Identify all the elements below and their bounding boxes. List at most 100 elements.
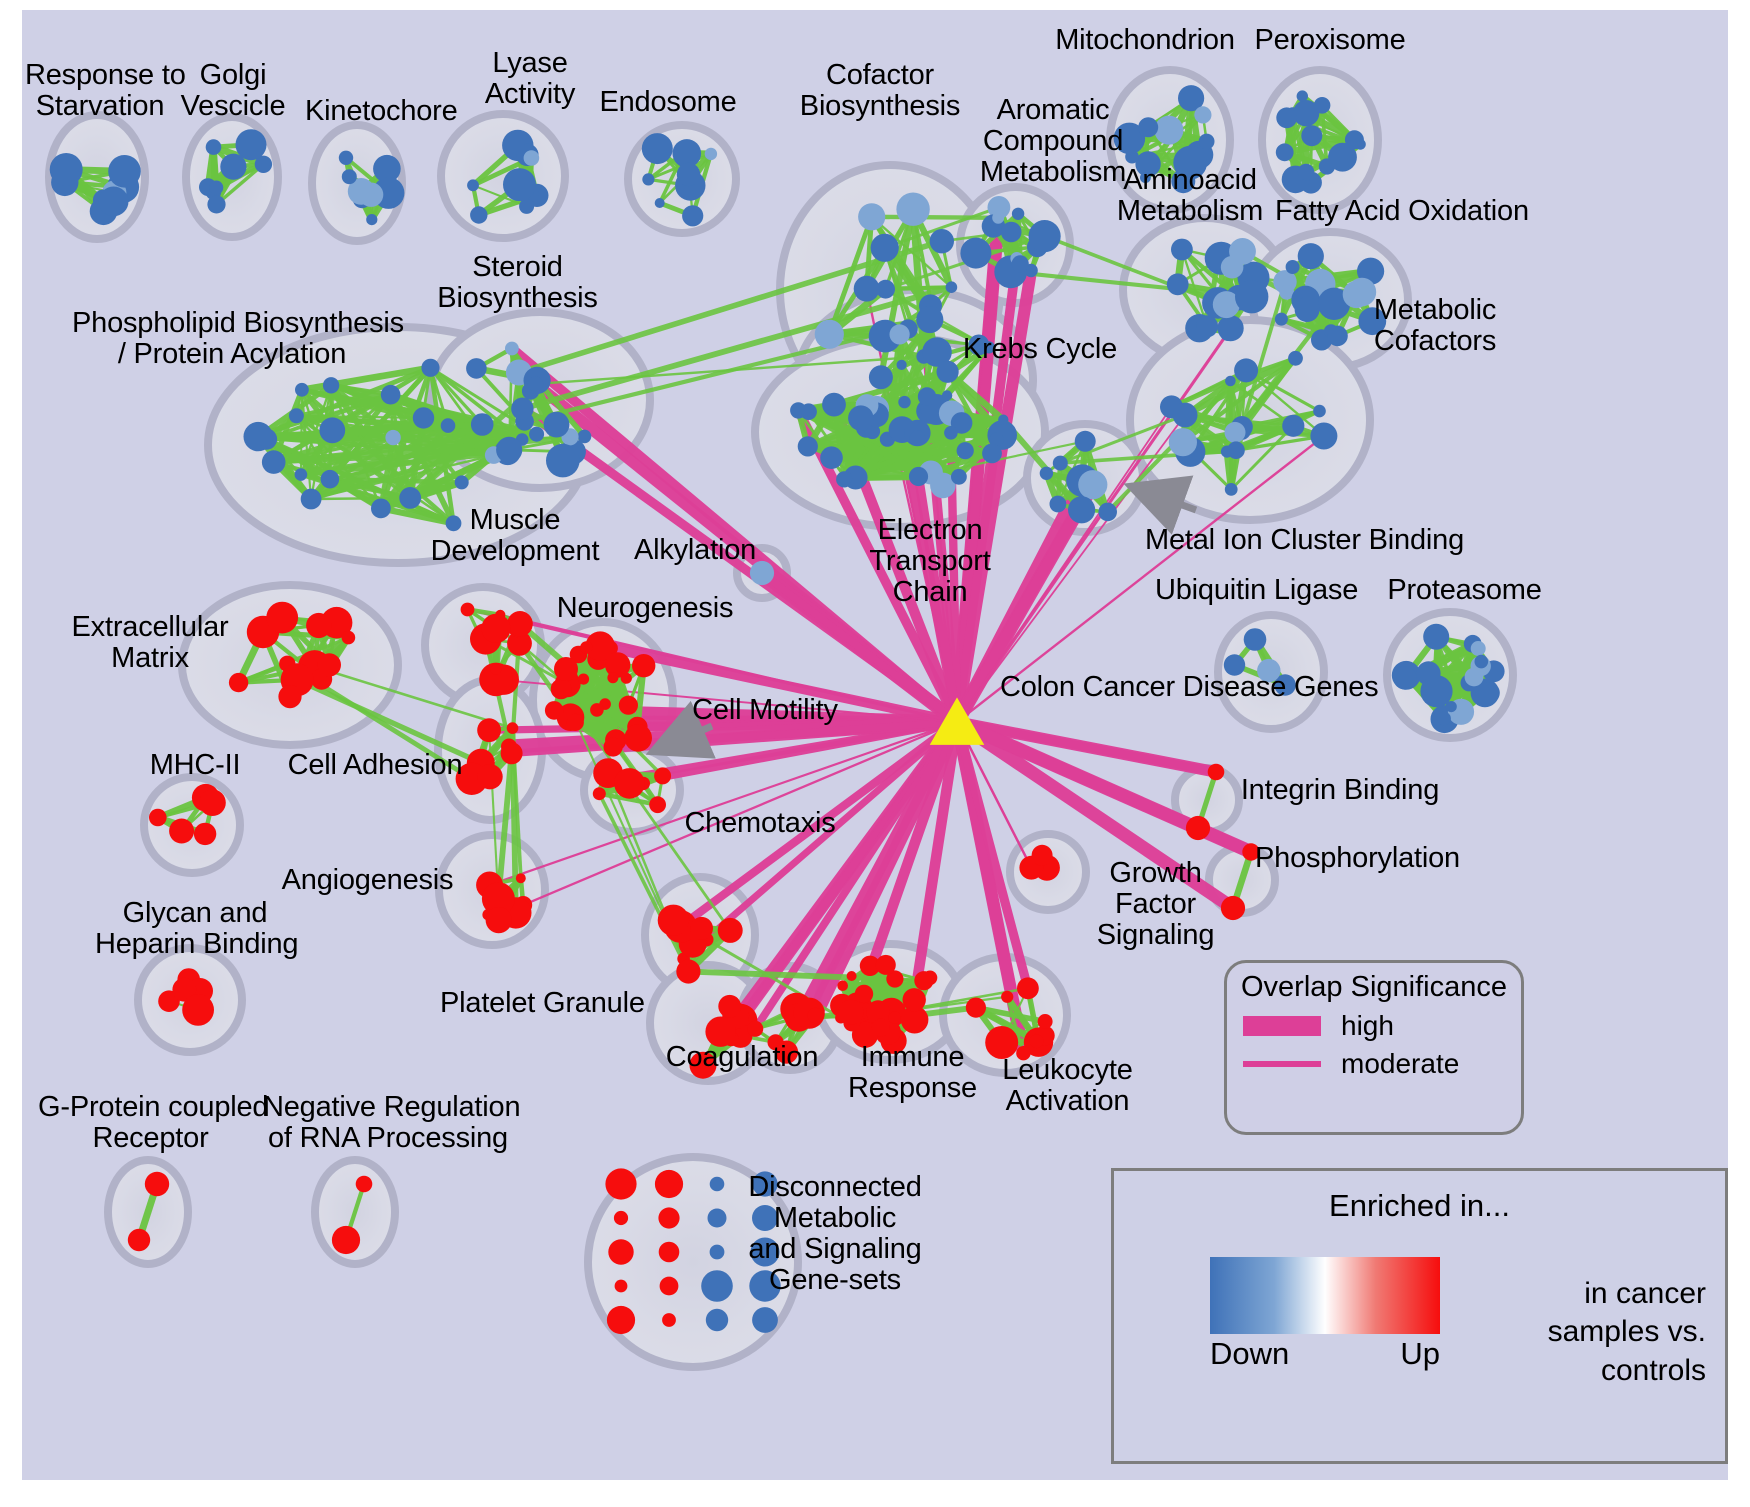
- node-electron-transport-chain[interactable]: [951, 468, 967, 485]
- node-neurogenesis[interactable]: [618, 695, 639, 715]
- node-golgi-vescicle[interactable]: [209, 180, 224, 195]
- node-electron-transport-chain[interactable]: [909, 430, 926, 446]
- node-disconnected-gene-sets[interactable]: [752, 1171, 778, 1197]
- node-metal-ion-cluster-binding[interactable]: [1039, 466, 1054, 480]
- node-peroxisome[interactable]: [1276, 107, 1298, 129]
- node-muscle-development[interactable]: [507, 631, 532, 656]
- node-proteasome[interactable]: [1393, 666, 1417, 690]
- node-electron-transport-chain[interactable]: [848, 405, 874, 431]
- node-leukocyte-activation[interactable]: [1001, 990, 1014, 1003]
- node-disconnected-gene-sets[interactable]: [659, 1276, 679, 1296]
- node-electron-transport-chain[interactable]: [989, 432, 1004, 447]
- node-growth-factor-signaling[interactable]: [1031, 844, 1053, 866]
- node-electron-transport-chain[interactable]: [982, 443, 1002, 464]
- node-steroid-biosynthesis[interactable]: [505, 341, 519, 356]
- node-chemotaxis[interactable]: [676, 959, 701, 984]
- node-aromatic-compound-metabolism[interactable]: [1011, 255, 1029, 273]
- node-neurogenesis[interactable]: [550, 678, 572, 700]
- node-electron-transport-chain[interactable]: [944, 426, 958, 440]
- node-phospholipid-biosynthesis[interactable]: [529, 426, 545, 442]
- node-muscle-development[interactable]: [460, 602, 475, 617]
- node-endosome[interactable]: [642, 173, 655, 186]
- node-kinetochore[interactable]: [338, 150, 354, 165]
- node-proteasome[interactable]: [1423, 623, 1450, 650]
- node-peroxisome[interactable]: [1296, 90, 1309, 102]
- node-electron-transport-chain[interactable]: [950, 412, 973, 434]
- node-krebs-cycle[interactable]: [916, 306, 944, 334]
- node-phospholipid-biosynthesis[interactable]: [319, 417, 346, 444]
- node-mitochondrion[interactable]: [1135, 151, 1161, 177]
- node-metal-ion-cluster-binding[interactable]: [1074, 430, 1096, 452]
- node-krebs-cycle[interactable]: [922, 337, 952, 367]
- node-aminoacid-metabolism[interactable]: [1235, 280, 1269, 314]
- node-leukocyte-activation[interactable]: [1017, 977, 1039, 1000]
- node-angiogenesis[interactable]: [481, 882, 515, 916]
- node-lyase-activity[interactable]: [503, 168, 536, 202]
- node-electron-transport-chain[interactable]: [908, 466, 929, 487]
- node-leukocyte-activation[interactable]: [985, 1026, 1019, 1059]
- node-mitochondrion[interactable]: [1138, 117, 1159, 138]
- node-kinetochore[interactable]: [373, 154, 401, 183]
- node-lyase-activity[interactable]: [470, 206, 488, 224]
- node-kinetochore[interactable]: [347, 178, 375, 205]
- node-immune-response[interactable]: [914, 971, 934, 991]
- node-immune-response[interactable]: [837, 980, 848, 991]
- node-immune-response[interactable]: [851, 1021, 879, 1048]
- node-angiogenesis[interactable]: [515, 873, 526, 884]
- node-metal-ion-cluster-binding[interactable]: [1068, 496, 1096, 524]
- node-mitochondrion[interactable]: [1178, 85, 1205, 112]
- node-ubiquitin-ligase[interactable]: [1274, 674, 1296, 696]
- node-metabolic-cofactors[interactable]: [1227, 441, 1245, 460]
- node-proteasome[interactable]: [1474, 654, 1489, 669]
- node-cell-motility[interactable]: [614, 768, 645, 799]
- node-ubiquitin-ligase[interactable]: [1223, 654, 1246, 676]
- node-proteasome[interactable]: [1420, 675, 1453, 708]
- node-leukocyte-activation[interactable]: [965, 997, 987, 1018]
- node-aromatic-compound-metabolism[interactable]: [1011, 207, 1025, 220]
- node-phosphorylation[interactable]: [1242, 843, 1260, 861]
- node-chemotaxis[interactable]: [690, 916, 713, 940]
- node-cofactor-biosynthesis[interactable]: [868, 365, 893, 390]
- node-aromatic-compound-metabolism[interactable]: [992, 211, 1005, 224]
- node-electron-transport-chain[interactable]: [838, 471, 853, 486]
- node-immune-response[interactable]: [888, 1011, 901, 1024]
- node-cofactor-biosynthesis[interactable]: [814, 319, 844, 349]
- node-glycan-heparin-binding[interactable]: [182, 994, 215, 1026]
- node-phospholipid-biosynthesis[interactable]: [385, 429, 401, 446]
- node-peroxisome[interactable]: [1313, 97, 1331, 114]
- node-proteasome[interactable]: [1478, 682, 1500, 704]
- node-aminoacid-metabolism[interactable]: [1166, 273, 1189, 296]
- node-phospholipid-biosynthesis[interactable]: [294, 468, 308, 481]
- node-electron-transport-chain[interactable]: [800, 403, 817, 421]
- node-chemotaxis[interactable]: [657, 904, 690, 936]
- node-disconnected-gene-sets[interactable]: [709, 1244, 725, 1260]
- node-krebs-cycle[interactable]: [896, 359, 907, 370]
- node-chemotaxis[interactable]: [717, 917, 743, 943]
- node-mitochondrion[interactable]: [1154, 115, 1184, 145]
- node-extracellular-matrix[interactable]: [266, 601, 299, 634]
- node-neurogenesis[interactable]: [566, 713, 584, 732]
- node-cell-motility[interactable]: [649, 796, 666, 814]
- cluster-ellipse-disconnected-gene-sets[interactable]: [584, 1153, 802, 1371]
- node-cofactor-biosynthesis[interactable]: [929, 229, 954, 254]
- node-disconnected-gene-sets[interactable]: [707, 1208, 727, 1228]
- node-krebs-cycle[interactable]: [982, 341, 996, 354]
- node-electron-transport-chain[interactable]: [930, 472, 956, 499]
- node-electron-transport-chain[interactable]: [941, 390, 953, 401]
- node-response-to-starvation[interactable]: [108, 155, 141, 188]
- node-phospholipid-biosynthesis[interactable]: [380, 384, 401, 405]
- node-extracellular-matrix[interactable]: [341, 630, 356, 645]
- node-phospholipid-biosynthesis[interactable]: [421, 358, 440, 377]
- node-phospholipid-biosynthesis[interactable]: [300, 488, 322, 510]
- node-disconnected-gene-sets[interactable]: [658, 1207, 680, 1229]
- node-golgi-vescicle[interactable]: [207, 195, 226, 214]
- node-endosome[interactable]: [672, 139, 702, 168]
- node-muscle-development[interactable]: [481, 613, 511, 644]
- node-aromatic-compound-metabolism[interactable]: [1028, 220, 1061, 253]
- node-response-to-starvation[interactable]: [98, 186, 129, 217]
- node-disconnected-gene-sets[interactable]: [701, 1270, 733, 1302]
- node-electron-transport-chain[interactable]: [998, 414, 1009, 425]
- node-krebs-cycle[interactable]: [889, 324, 910, 345]
- node-extracellular-matrix[interactable]: [278, 685, 302, 709]
- node-g-protein-coupled-receptor[interactable]: [127, 1228, 151, 1252]
